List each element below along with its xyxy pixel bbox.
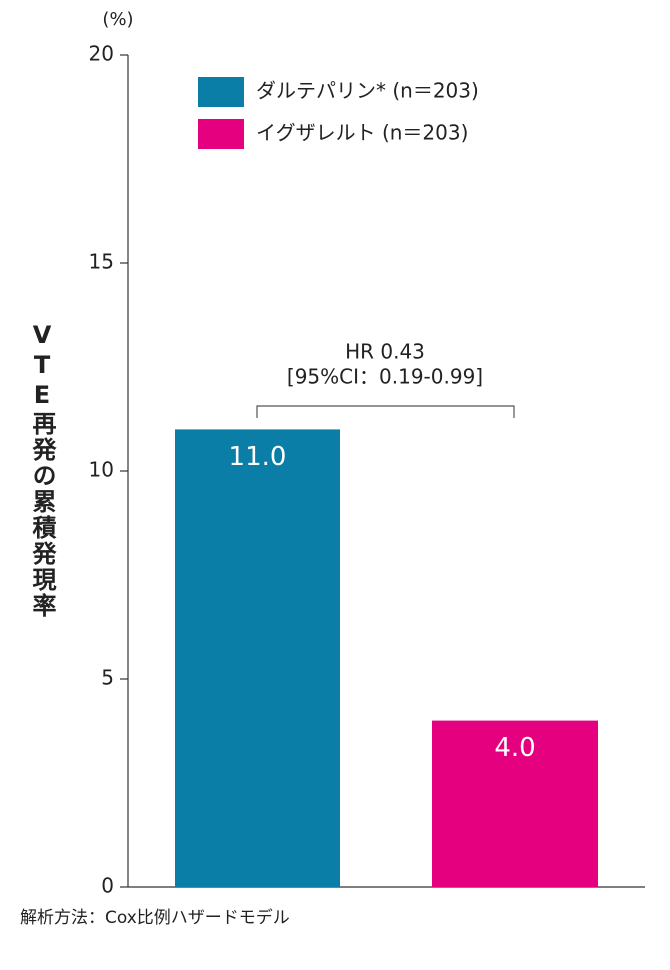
value-label: 11.0 (229, 442, 287, 472)
annotation: HR 0.43 (345, 340, 425, 364)
legend-label: イグザレルト (n＝203) (256, 121, 468, 145)
y-tick-label: 20 (89, 42, 114, 66)
legend-label: ダルテパリン* (n＝203) (256, 79, 479, 103)
y-axis-label: VTE再発の累積発現率 (28, 321, 57, 619)
y-unit: (%) (102, 9, 133, 30)
bar (175, 429, 340, 887)
y-tick-label: 5 (101, 666, 114, 690)
y-tick-label: 10 (89, 458, 114, 482)
annotation: [95%CI：0.19-0.99] (287, 365, 483, 389)
legend-swatch (198, 119, 244, 149)
y-tick-label: 15 (89, 250, 114, 274)
bar (432, 720, 598, 887)
legend-swatch (198, 77, 244, 107)
y-tick-label: 0 (101, 874, 114, 898)
footnote: 解析方法：Cox比例ハザードモデル (20, 907, 290, 928)
bracket (256, 405, 515, 418)
value-label: 4.0 (494, 733, 535, 763)
